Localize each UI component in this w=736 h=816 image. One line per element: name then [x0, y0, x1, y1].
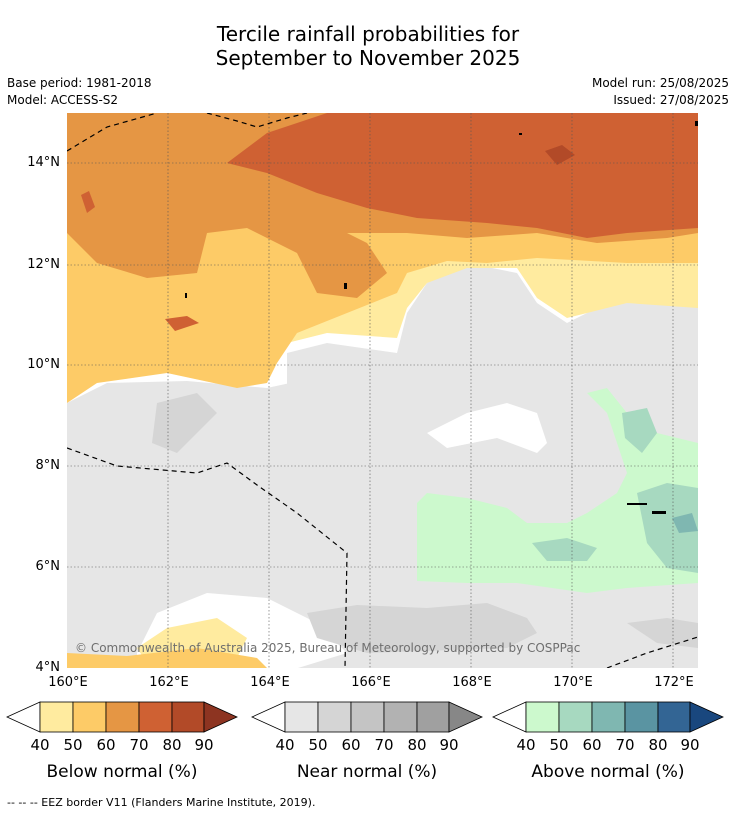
eez-border [67, 113, 698, 668]
below-70-band [227, 113, 698, 238]
above-tick-80: 80 [648, 736, 668, 754]
above-tick-60: 60 [582, 736, 602, 754]
islands [185, 121, 698, 514]
lat-label-12: 12°N [27, 257, 60, 272]
white-gap-2 [427, 403, 547, 453]
near-tick-50: 50 [308, 736, 328, 754]
above-normal-patch-2 [532, 538, 597, 561]
near-tick-40: 40 [275, 736, 295, 754]
above-tick-50: 50 [549, 736, 569, 754]
lat-label-4: 4°N [35, 660, 61, 675]
lat-label-6: 6°N [35, 559, 61, 574]
below-70-patch-2 [165, 316, 199, 331]
above-normal-title: Above normal (%) [531, 762, 685, 782]
above-normal-darker [672, 513, 698, 533]
below-tick-80: 80 [162, 736, 182, 754]
lon-label-160: 160°E [48, 675, 88, 690]
below-tick-50: 50 [63, 736, 83, 754]
below-80-patch [545, 145, 575, 165]
model-run: Model run: 25/08/2025 [591, 76, 729, 90]
near-normal-light-patch-2 [627, 618, 698, 648]
lat-label-8: 8°N [35, 458, 61, 473]
eez-border-note: -- -- -- EEZ border V11 (Flanders Marine… [7, 796, 316, 809]
copyright-notice: © Commonwealth of Australia 2025, Bureau… [75, 641, 581, 655]
map-title-line2: September to November 2025 [215, 46, 521, 70]
below-tick-40: 40 [30, 736, 50, 754]
lat-label-14: 14°N [27, 155, 60, 170]
near-tick-70: 70 [374, 736, 394, 754]
below-tick-60: 60 [96, 736, 116, 754]
near-normal-light-patch-3 [307, 603, 537, 653]
near-normal-colorbar [251, 701, 483, 733]
below-normal-title: Below normal (%) [46, 762, 198, 782]
model-name: Model: ACCESS-S2 [7, 93, 119, 107]
near-tick-60: 60 [341, 736, 361, 754]
map-title-line1: Tercile rainfall probabilities for [216, 22, 520, 46]
lon-label-166: 166°E [351, 675, 391, 690]
above-tick-70: 70 [615, 736, 635, 754]
above-tick-40: 40 [516, 736, 536, 754]
lon-label-164: 164°E [250, 675, 290, 690]
below-normal-colorbar [6, 701, 238, 733]
above-normal-colorbar [492, 701, 724, 733]
base-period: Base period: 1981-2018 [7, 76, 152, 90]
below-tick-70: 70 [129, 736, 149, 754]
issued-date: Issued: 27/08/2025 [613, 93, 729, 107]
probability-map [67, 113, 698, 668]
lon-label-170: 170°E [553, 675, 593, 690]
above-normal-patch [622, 408, 657, 453]
graticule [67, 113, 698, 668]
below-tick-90: 90 [194, 736, 214, 754]
lon-label-168: 168°E [452, 675, 492, 690]
below-70-patch [81, 191, 95, 213]
above-normal-dark [637, 483, 698, 573]
above-tick-90: 90 [680, 736, 700, 754]
near-normal-title: Near normal (%) [296, 762, 438, 782]
lon-label-172: 172°E [654, 675, 694, 690]
near-normal-region-2 [287, 263, 698, 413]
lon-label-162: 162°E [149, 675, 189, 690]
near-tick-80: 80 [407, 736, 427, 754]
below-50-bottom [67, 648, 267, 668]
lat-label-10: 10°N [27, 357, 60, 372]
near-tick-90: 90 [439, 736, 459, 754]
